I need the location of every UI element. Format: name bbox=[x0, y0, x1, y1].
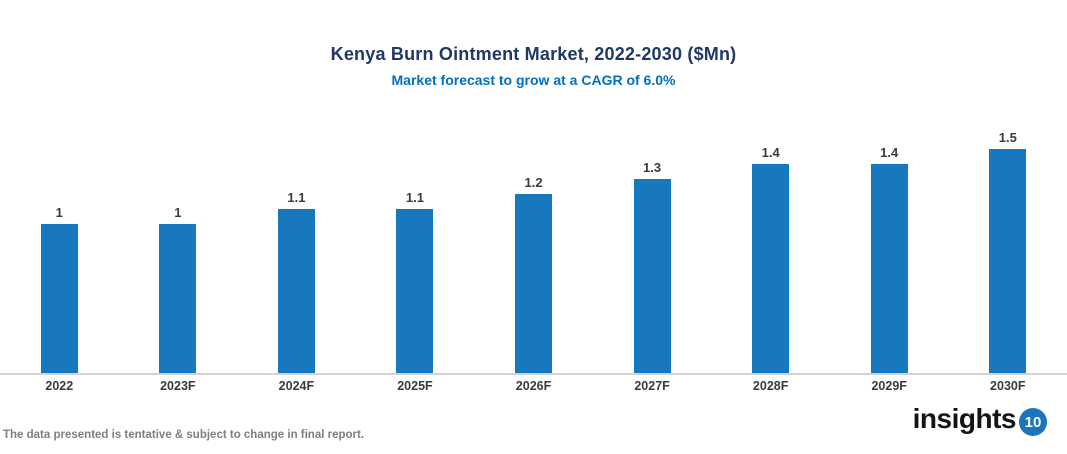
bar-value-label: 1 bbox=[174, 205, 182, 220]
x-tick-label: 2024F bbox=[278, 379, 315, 393]
bar-value-label: 1.5 bbox=[998, 130, 1017, 145]
plot-area: 1 1 1.1 1.1 1.2 1.3 1.4 1.4 1.5 bbox=[0, 100, 1067, 375]
bar-value-label: 1.1 bbox=[405, 190, 424, 205]
bar bbox=[752, 164, 790, 373]
bar bbox=[633, 179, 671, 373]
bar-column: 1 bbox=[0, 205, 119, 373]
bars: 1 1 1.1 1.1 1.2 1.3 1.4 1.4 1.5 bbox=[0, 100, 1067, 373]
x-tick-label: 2030F bbox=[990, 379, 1026, 393]
x-tick-label: 2025F bbox=[397, 379, 433, 393]
bar-column: 1 bbox=[119, 205, 238, 373]
bar-column: 1.2 bbox=[474, 175, 593, 373]
x-tick-label: 2028F bbox=[752, 379, 789, 393]
bar bbox=[159, 224, 197, 373]
x-axis-labels: 2022 2023F 2024F 2025F 2026F 2027F 2028F 2029F 2… bbox=[0, 379, 1067, 393]
bar-value-label: 1.4 bbox=[761, 145, 780, 160]
bar bbox=[515, 194, 553, 373]
bar-value-label: 1.1 bbox=[287, 190, 306, 205]
chart-subtitle: Market forecast to grow at a CAGR of 6.0… bbox=[391, 72, 676, 88]
chart-title: Kenya Burn Ointment Market, 2022-2030 ($… bbox=[330, 44, 737, 64]
x-tick-label: 2023F bbox=[160, 379, 196, 393]
bar-column: 1.3 bbox=[593, 160, 712, 373]
footer-disclaimer: The data presented is tentative & subjec… bbox=[3, 429, 365, 441]
bar bbox=[277, 209, 315, 373]
bar-value-label: 1.2 bbox=[524, 175, 543, 190]
bar-column: 1.4 bbox=[830, 145, 949, 373]
bar-value-label: 1.3 bbox=[643, 160, 662, 175]
bar-value-label: 1.4 bbox=[880, 145, 899, 160]
bar bbox=[40, 224, 78, 373]
x-tick-label: 2022 bbox=[45, 379, 74, 393]
bar-column: 1.1 bbox=[237, 190, 356, 373]
x-tick-label: 2027F bbox=[634, 379, 670, 393]
logo-badge-icon: 10 bbox=[1019, 408, 1047, 436]
x-tick-label: 2029F bbox=[871, 379, 907, 393]
logo-wordmark: insights bbox=[912, 403, 1017, 434]
insights10-logo: insights 10 bbox=[913, 402, 1047, 436]
bar-value-label: 1 bbox=[55, 205, 63, 220]
x-tick-label: 2026F bbox=[515, 379, 552, 393]
bar bbox=[989, 149, 1027, 373]
bar-column: 1.5 bbox=[949, 130, 1067, 373]
bar-column: 1.1 bbox=[356, 190, 475, 373]
bar bbox=[396, 209, 434, 373]
bar bbox=[870, 164, 908, 373]
bar-column: 1.4 bbox=[711, 145, 830, 373]
